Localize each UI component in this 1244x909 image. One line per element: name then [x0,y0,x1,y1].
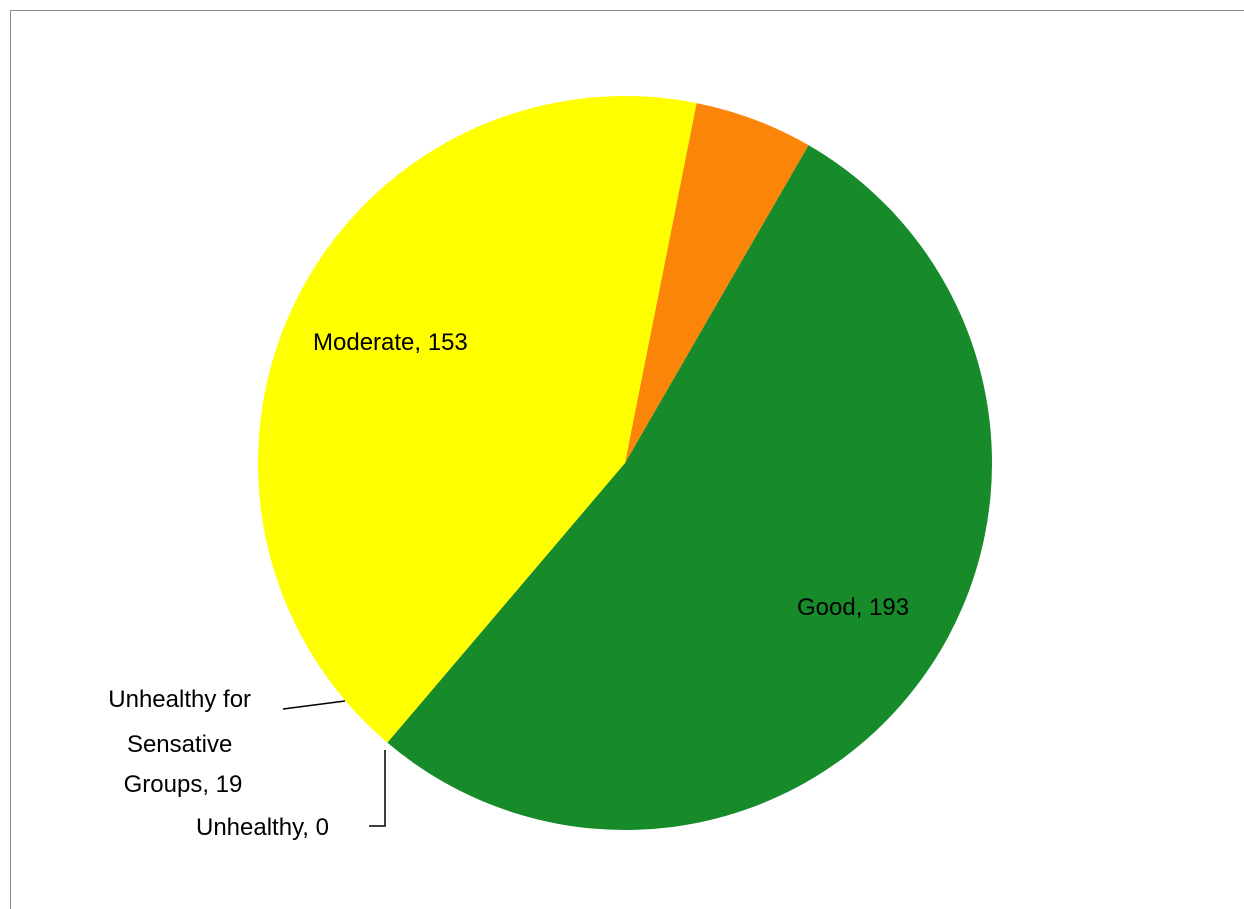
pie-slice-moderate [258,96,697,743]
pie-slices [258,96,993,831]
pie-slice-unhealthy-for-sensative-groups [625,103,809,464]
data-label-usg-line1: Unhealthy for [108,686,251,713]
data-label-usg-line2: Sensative [127,731,232,758]
data-labels: Moderate, 153 Good, 193 Unhealthy for Se… [108,329,909,841]
leader-lines [282,700,386,827]
data-label-good: Good, 193 [797,594,909,621]
data-label-usg: Unhealthy for Sensative Groups, 19 [108,686,257,798]
data-label-unhealthy: Unhealthy, 0 [196,814,329,841]
pie-slice-good [387,145,993,831]
leader-line-unhealthy [369,750,386,827]
data-label-usg-line3: Groups, 19 [124,771,243,798]
data-label-moderate: Moderate, 153 [313,329,468,356]
leader-line-usg [282,700,346,710]
